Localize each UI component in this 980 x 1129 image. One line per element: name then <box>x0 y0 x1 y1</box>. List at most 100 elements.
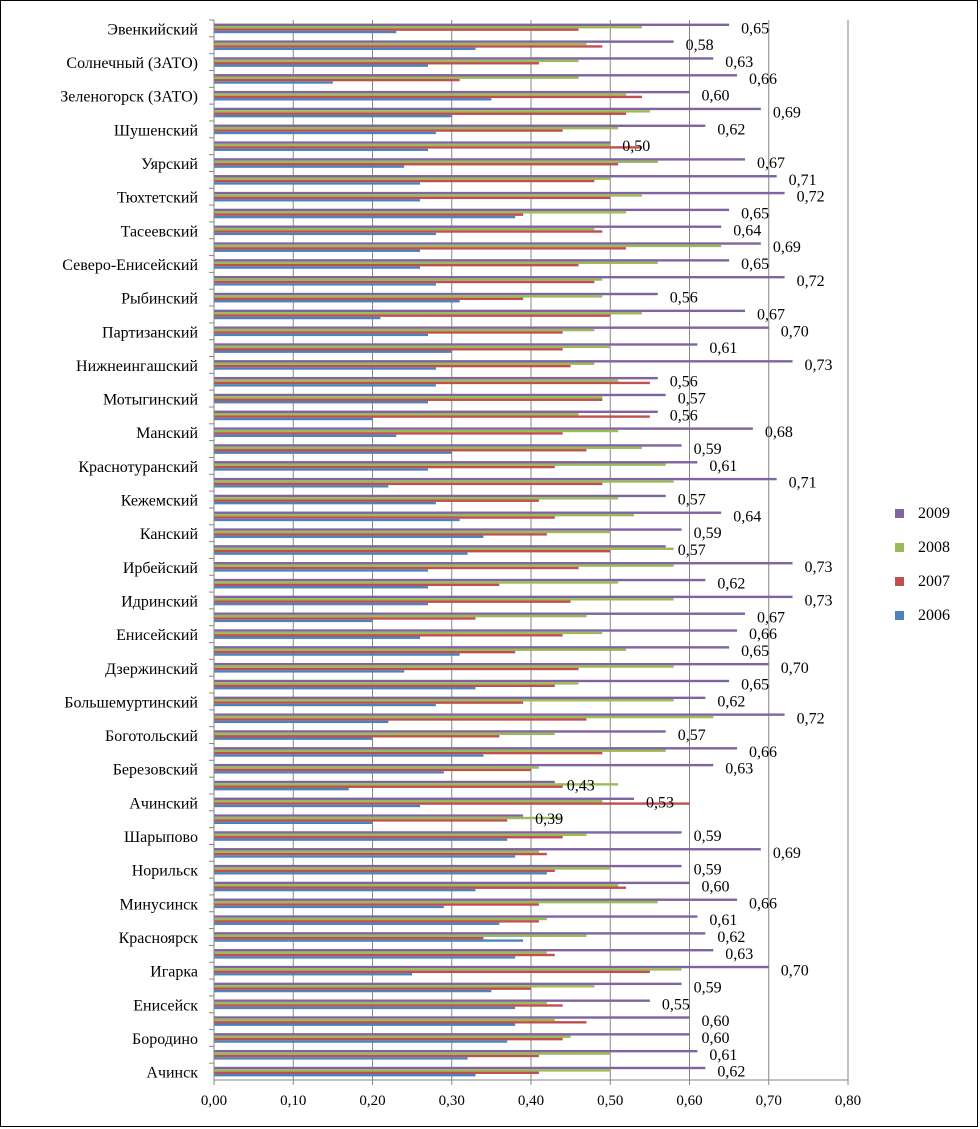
data-label: 0,56 <box>670 407 698 424</box>
data-label: 0,61 <box>709 458 737 475</box>
bar-2009 <box>214 360 793 363</box>
bar-2008 <box>214 547 674 550</box>
bar-2007 <box>214 533 547 536</box>
bar-2009 <box>214 309 745 313</box>
bar-2008 <box>214 833 587 837</box>
data-label: 0,57 <box>678 492 706 509</box>
bar-2006 <box>214 232 436 236</box>
bar-2009 <box>214 730 666 733</box>
data-label: 0,59 <box>694 525 722 542</box>
bar-2006 <box>214 737 373 740</box>
bar-2009 <box>214 797 635 800</box>
data-label: 0,62 <box>717 121 745 138</box>
data-label: 0,71 <box>789 172 817 189</box>
bar-2007 <box>214 617 476 620</box>
bar-2006 <box>214 451 452 454</box>
bar-2008 <box>214 278 603 281</box>
bar-2007 <box>214 785 563 788</box>
bar-2007 <box>214 936 484 940</box>
bar-2009 <box>214 427 753 430</box>
bar-2009 <box>214 713 785 716</box>
bar-2007 <box>214 263 579 267</box>
data-label: 0,61 <box>709 912 737 929</box>
bar-2008 <box>214 93 627 96</box>
data-label: 0,73 <box>805 592 833 609</box>
data-label: 0,61 <box>709 1047 737 1064</box>
bar-2008 <box>214 463 666 466</box>
bar-2008 <box>214 900 658 904</box>
bar-2007 <box>214 1054 539 1058</box>
x-tick-label: 0,50 <box>597 1093 623 1109</box>
bar-2006 <box>214 199 421 202</box>
bar-2006 <box>214 989 492 993</box>
legend-label: 2008 <box>918 539 950 556</box>
data-label: 0,62 <box>717 1064 745 1081</box>
data-label: 0,72 <box>797 273 825 290</box>
bar-2009 <box>214 74 738 77</box>
bar-2008 <box>214 412 579 416</box>
bar-2006 <box>214 787 349 791</box>
bar-2007 <box>214 348 563 351</box>
x-tick-label: 0,10 <box>280 1093 306 1109</box>
bar-2006 <box>214 501 436 505</box>
bar-2009 <box>214 965 769 969</box>
data-label: 0,69 <box>773 845 801 862</box>
bar-2008 <box>214 362 595 365</box>
bar-2007 <box>214 62 539 65</box>
bar-2007 <box>214 381 650 385</box>
category-label: Солнечный (ЗАТО) <box>66 55 198 72</box>
bar-2009 <box>214 225 722 228</box>
bar-2009 <box>214 898 738 901</box>
data-label: 0,67 <box>757 155 785 172</box>
bar-2006 <box>214 636 421 639</box>
bar-2007 <box>214 650 516 654</box>
bar-2006 <box>214 400 428 404</box>
category-label: Норильск <box>132 863 199 880</box>
data-label: 0,71 <box>789 475 817 492</box>
bar-2008 <box>214 968 682 971</box>
bar-2008 <box>214 614 587 618</box>
bar-2007 <box>214 78 460 82</box>
bar-2008 <box>214 429 619 433</box>
data-label: 0,56 <box>670 290 698 307</box>
bar-2006 <box>214 552 468 555</box>
bar-2007 <box>214 482 603 486</box>
data-label: 0,63 <box>725 54 753 71</box>
bar-2006 <box>214 586 428 589</box>
bar-2007 <box>214 970 650 974</box>
bar-2006 <box>214 316 381 320</box>
bar-2009 <box>214 141 611 144</box>
bar-2007 <box>214 213 524 216</box>
bar-2007 <box>214 819 508 822</box>
bar-2009 <box>214 259 730 262</box>
bar-2009 <box>214 747 738 750</box>
bar-2009 <box>214 242 761 245</box>
category-label: Енисейск <box>133 997 198 1014</box>
category-label: Краснотуранский <box>78 459 198 476</box>
bar-2008 <box>214 867 611 870</box>
bar-2009 <box>214 511 722 514</box>
bar-2008 <box>214 665 674 668</box>
bar-2007 <box>214 247 627 250</box>
bar-2008 <box>214 480 674 483</box>
x-tick-label: 0,40 <box>518 1093 544 1109</box>
bar-2007 <box>214 432 563 435</box>
bar-2009 <box>214 90 690 94</box>
bar-2006 <box>214 384 436 387</box>
bar-2006 <box>214 249 421 252</box>
bar-2007 <box>214 802 690 805</box>
bar-2009 <box>214 23 730 27</box>
bar-2008 <box>214 951 547 954</box>
bar-2009 <box>214 982 682 986</box>
bar-2007 <box>214 129 563 132</box>
bar-2008 <box>214 1052 611 1055</box>
category-label: Шарыпово <box>124 829 198 846</box>
bar-2008 <box>214 59 579 63</box>
legend-label: 2006 <box>918 607 950 624</box>
category-label: Партизанский <box>102 324 198 341</box>
bar-2007 <box>214 953 555 957</box>
bar-2009 <box>214 646 730 649</box>
data-label: 0,65 <box>741 20 769 37</box>
bar-2006 <box>214 30 397 34</box>
